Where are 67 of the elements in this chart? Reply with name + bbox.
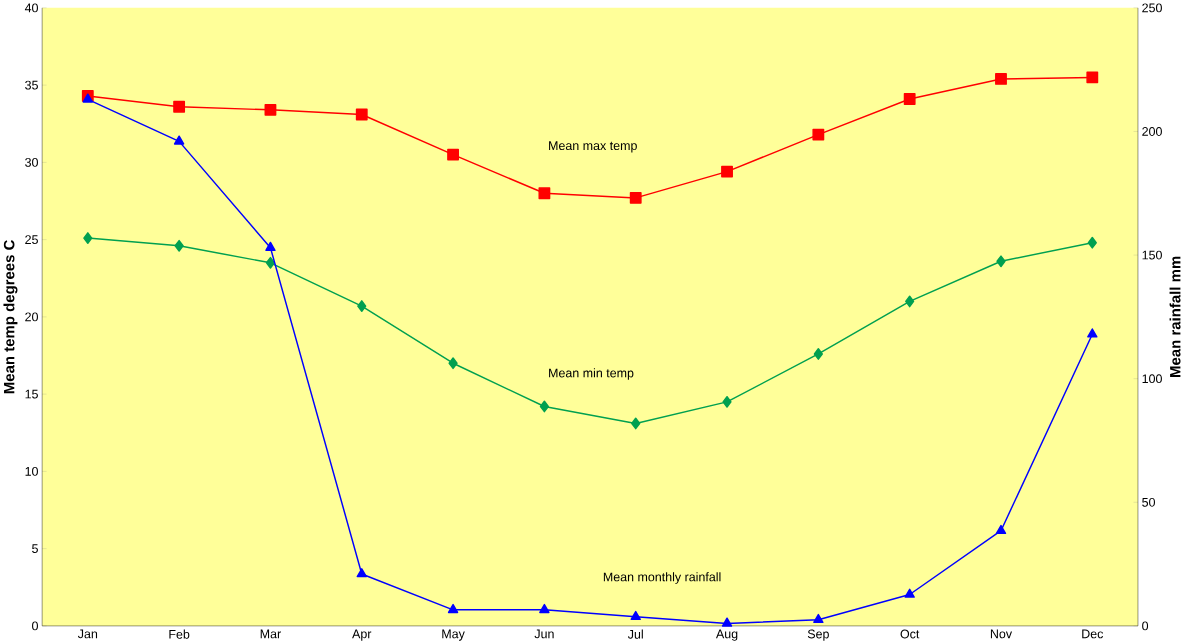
point (357, 299, 367, 312)
y-tick-label: 10 (25, 466, 38, 476)
point (631, 417, 641, 430)
point (813, 613, 824, 623)
point (265, 256, 276, 269)
y-tick-label: 0 (32, 621, 38, 631)
x-tick-label: Jan (77, 629, 98, 639)
x-tick-label: Aug (715, 629, 738, 641)
y2-tick-label: 250 (1142, 3, 1162, 13)
y-tick-label: 25 (25, 235, 38, 244)
y2-tick-label: 150 (1142, 250, 1162, 260)
point (905, 295, 915, 308)
point (173, 135, 185, 145)
y-axis-title: Mean temp degrees C (3, 239, 18, 394)
x-tick-label: Jun (534, 629, 554, 639)
x-tick-label: Dec (1082, 629, 1104, 639)
x-tick-label: May (442, 629, 465, 641)
x-tick-label: Oct (900, 629, 920, 639)
point (539, 400, 550, 413)
point (264, 103, 277, 116)
point (538, 187, 551, 200)
point (721, 165, 733, 178)
series-label: Mean min temp (549, 368, 634, 380)
point (903, 92, 916, 105)
text: Mean max temp (549, 141, 637, 153)
point (996, 255, 1006, 268)
y-tick-label: 30 (25, 157, 38, 167)
y2-axis-title: Mean rainfall mm (1169, 256, 1181, 377)
point (83, 232, 93, 244)
x-tick-label: Apr (352, 629, 372, 641)
y-tick-label: 35 (25, 80, 38, 90)
point (448, 357, 458, 369)
point (813, 347, 823, 360)
point (1086, 71, 1099, 84)
point (82, 93, 94, 103)
point (629, 191, 642, 204)
y2-tick-label: 100 (1142, 374, 1162, 383)
point (355, 108, 368, 121)
point (265, 241, 276, 251)
point (812, 128, 825, 141)
x-tick-label: Mar (260, 629, 281, 639)
point (1087, 328, 1098, 338)
point (539, 603, 550, 613)
x-tick-label: Feb (169, 629, 190, 639)
y2-tick-label: 50 (1142, 497, 1156, 507)
x-tick-label: Jul (627, 629, 643, 639)
point (995, 72, 1007, 85)
point (722, 395, 732, 408)
point (904, 588, 915, 598)
y-tick-label: 15 (25, 389, 38, 399)
point (447, 148, 459, 161)
y2-tick-label: 0 (1142, 621, 1149, 631)
point (721, 617, 733, 627)
point (356, 567, 367, 578)
text: Mean monthly rainfall (603, 572, 721, 584)
x-tick-label: Sep (807, 629, 829, 641)
y-tick-label: 5 (32, 544, 38, 553)
point (173, 100, 186, 113)
y-tick-label: 20 (25, 312, 38, 322)
y-tick-label: 40 (24, 3, 38, 13)
point (447, 603, 459, 613)
point (995, 524, 1007, 534)
y2-tick-label: 200 (1142, 126, 1162, 136)
point (174, 239, 184, 252)
point (630, 610, 641, 620)
point (1087, 236, 1097, 249)
x-tick-label: Nov (990, 629, 1013, 639)
